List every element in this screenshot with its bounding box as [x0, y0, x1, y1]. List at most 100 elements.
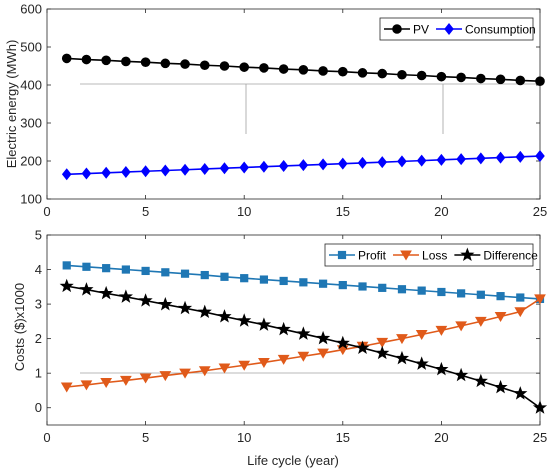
- loss-point: [238, 360, 251, 371]
- difference-point: [434, 361, 449, 376]
- loss-point: [396, 334, 408, 345]
- profit-point: [397, 285, 407, 294]
- profit-point: [240, 274, 249, 283]
- pv-point: [121, 56, 131, 67]
- y-tick-label: 100: [20, 192, 42, 207]
- x-tick-label: 20: [434, 204, 448, 219]
- y-tick-label: 2: [35, 331, 42, 346]
- cost-y-axis-label: Costs ($)x1000: [12, 283, 27, 371]
- legend-marker: [392, 24, 402, 34]
- y-tick-label: 5: [35, 228, 42, 243]
- energy-series-layer: [61, 53, 545, 181]
- pv-point: [357, 68, 368, 78]
- profit-point: [180, 269, 190, 278]
- difference-point: [355, 340, 370, 354]
- legend-label: Loss: [422, 248, 447, 262]
- loss-point: [415, 329, 428, 340]
- y-tick-label: 4: [35, 262, 42, 277]
- loss-point: [198, 366, 211, 377]
- consumption-point: [515, 150, 526, 163]
- consumption-point: [140, 165, 151, 178]
- loss-point: [514, 307, 527, 318]
- energy-plot-area: [47, 9, 540, 199]
- loss-point: [120, 375, 132, 386]
- energy-axes: 0 5 10 15 20 25 100 200 300 400 500 600: [20, 2, 547, 220]
- consumption-point: [259, 160, 269, 173]
- profit-point: [318, 279, 328, 288]
- energy-legend: PV Consumption: [379, 17, 536, 41]
- loss-point: [376, 337, 389, 348]
- pv-point: [101, 55, 111, 66]
- consumption-point: [61, 168, 72, 181]
- legend-label: PV: [413, 22, 429, 36]
- loss-point: [179, 368, 191, 379]
- loss-point: [494, 312, 507, 323]
- pv-point: [278, 64, 289, 74]
- loss-point: [435, 325, 448, 336]
- profit-point: [516, 293, 525, 302]
- profit-point: [417, 286, 426, 295]
- legend-box: [324, 243, 534, 267]
- consumption-point: [337, 157, 348, 170]
- difference-point: [296, 326, 311, 340]
- cost-chart: 0 5 10 15 20 25 0 1 2 3 4 5 Costs ($)x1000 Life cyc…: [12, 228, 547, 469]
- legend-marker: [444, 22, 454, 36]
- difference-point: [118, 289, 133, 303]
- profit-point: [121, 265, 130, 274]
- profit-point: [457, 289, 466, 298]
- energy-chart: 0 5 10 15 20 25 100 200 300 400 500 600 Electric en…: [4, 2, 547, 220]
- difference-point: [79, 282, 94, 296]
- x-tick-label: 0: [43, 204, 50, 219]
- profit-point: [82, 262, 91, 271]
- pv-point: [140, 57, 151, 68]
- legend-label: Difference: [483, 248, 538, 262]
- legend-marker: [337, 250, 347, 260]
- x-tick-label: 5: [142, 204, 149, 219]
- consumption-point: [199, 162, 210, 175]
- cost-x-axis-label: Life cycle (year): [247, 453, 339, 468]
- loss-point: [455, 321, 467, 332]
- loss-point: [159, 371, 172, 382]
- consumption-point: [318, 158, 328, 171]
- y-tick-label: 0: [35, 400, 42, 415]
- legend-marker: [460, 247, 475, 262]
- consumption-point: [160, 164, 171, 177]
- loss-point: [534, 294, 546, 305]
- x-tick-label: 20: [434, 430, 448, 445]
- x-tick-label: 10: [237, 204, 251, 219]
- legend-label: Consumption: [465, 22, 536, 36]
- x-tick-label: 15: [336, 204, 350, 219]
- pv-point: [318, 66, 328, 76]
- profit-point: [220, 272, 229, 281]
- difference-point: [99, 285, 114, 300]
- difference-series: [59, 278, 548, 414]
- loss-point: [60, 382, 73, 393]
- pv-point: [239, 62, 249, 72]
- difference-point: [177, 300, 193, 315]
- difference-point: [454, 367, 469, 382]
- x-tick-label: 0: [43, 430, 50, 445]
- difference-point: [375, 345, 390, 360]
- consumption-point: [436, 153, 447, 166]
- legend-item-loss: Loss: [393, 248, 447, 262]
- profit-point: [476, 290, 485, 299]
- pv-point: [219, 61, 230, 71]
- consumption-series: [61, 150, 545, 181]
- consumption-point: [180, 163, 190, 176]
- consumption-point: [81, 167, 92, 180]
- consumption-point: [357, 156, 368, 169]
- pv-series: [61, 53, 545, 86]
- consumption-point: [456, 153, 466, 166]
- pv-point: [61, 53, 72, 64]
- difference-point: [335, 335, 350, 350]
- loss-point: [317, 348, 329, 359]
- consumption-point: [278, 159, 289, 172]
- x-tick-label: 25: [533, 204, 547, 219]
- difference-point: [394, 350, 410, 365]
- cost-series-layer: [59, 261, 548, 414]
- pv-point: [180, 59, 190, 69]
- profit-point: [338, 280, 347, 290]
- difference-point: [513, 386, 528, 400]
- consumption-point: [535, 150, 545, 163]
